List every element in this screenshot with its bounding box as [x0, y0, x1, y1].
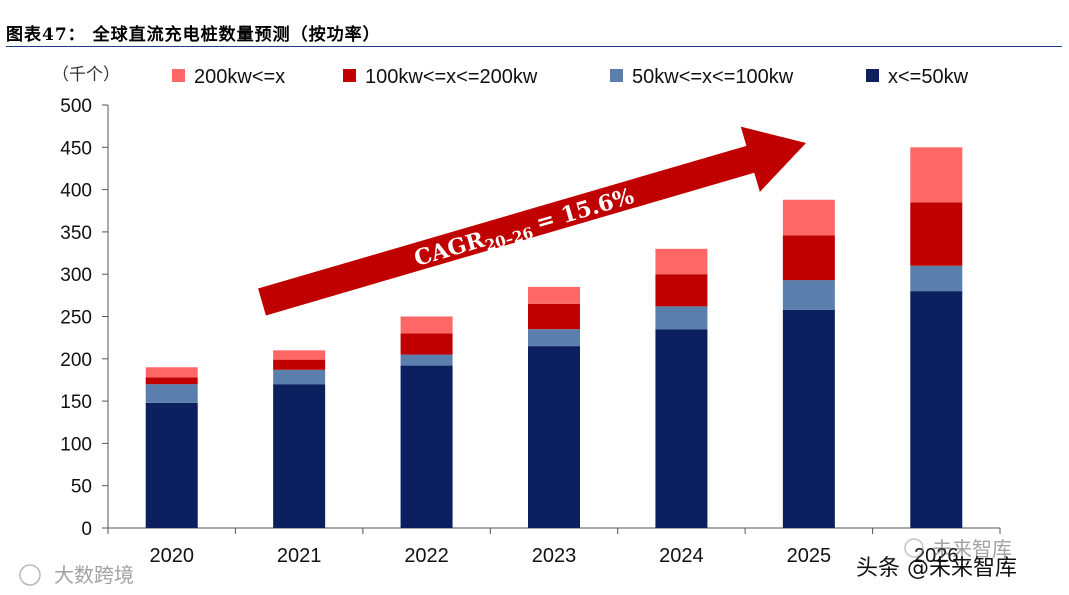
chart-title: 图表47： 全球直流充电桩数量预测（按功率） — [6, 25, 381, 45]
bar-2024-200kw<=x — [655, 248, 708, 275]
bar-2020-200kw<=x — [145, 367, 198, 378]
axes: 0 50 100 150 200 250 300 350 400 450 500 — [60, 96, 1001, 540]
legend-label-100kw<=x<=200kw: 100kw<=x<=200kw — [365, 66, 538, 88]
bar-2020-100kw<=x<=200kw — [145, 377, 198, 385]
x-tick-label-2026: 2026 — [914, 545, 959, 567]
bar-2026-x<=50kw — [910, 291, 963, 528]
bar-2021-50kw<=x<=100kw — [273, 369, 326, 385]
bar-2023-x<=50kw — [528, 346, 580, 528]
bar-2025-200kw<=x — [782, 199, 835, 236]
legend-swatch-100kw<=x<=200kw — [343, 69, 356, 82]
watermark-wechat-icon — [904, 538, 924, 558]
x-tick-label-2021: 2021 — [277, 545, 322, 567]
y-tick-label: 100 — [60, 434, 92, 455]
title-rule — [6, 46, 1062, 47]
bar-2021-200kw<=x — [273, 350, 326, 360]
bar-2023-50kw<=x<=100kw — [528, 329, 580, 347]
cagr-label: CAGR20–26= 15.6% — [411, 183, 638, 275]
bar-2023-100kw<=x<=200kw — [528, 303, 580, 330]
y-tick-label: 0 — [81, 519, 92, 540]
y-tick-label: 400 — [60, 181, 92, 202]
y-tick-label: 300 — [60, 265, 92, 286]
y-tick-label: 50 — [71, 477, 92, 498]
y-tick-label: 250 — [60, 308, 92, 329]
legend-swatch-200kw<=x — [172, 69, 185, 82]
legend-swatch-x<=50kw — [866, 69, 879, 82]
bar-2022-50kw<=x<=100kw — [400, 354, 453, 366]
bars — [145, 147, 963, 528]
x-tick-label-2023: 2023 — [532, 545, 577, 567]
bar-2022-100kw<=x<=200kw — [400, 333, 453, 355]
bar-2022-200kw<=x — [400, 316, 453, 334]
y-tick-label: 350 — [60, 223, 92, 244]
bar-2021-x<=50kw — [273, 384, 326, 528]
y-tick-label: 450 — [60, 138, 92, 159]
watermark-right-bottom: 头条 @未来智库 — [856, 556, 1017, 581]
legend-swatch-50kw<=x<=100kw — [610, 69, 623, 82]
bar-2024-x<=50kw — [655, 329, 708, 528]
bar-2024-100kw<=x<=200kw — [655, 274, 708, 307]
y-tick-label: 200 — [60, 350, 92, 371]
watermark-right-top: 未来智库 — [932, 537, 1012, 561]
y-tick-label: 150 — [60, 392, 92, 413]
y-tick-label: 500 — [60, 96, 92, 117]
bar-2026-200kw<=x — [910, 147, 963, 203]
x-tick-labels: 2020 2021 2022 2023 2024 2025 2026 — [149, 545, 958, 567]
x-tick-label-2024: 2024 — [659, 545, 704, 567]
y-unit-label: （千个） — [52, 65, 120, 85]
bar-2024-50kw<=x<=100kw — [655, 306, 708, 330]
bar-2022-x<=50kw — [400, 365, 453, 528]
legend-label-x<=50kw: x<=50kw — [888, 66, 969, 88]
bar-2023-200kw<=x — [528, 286, 580, 304]
x-tick-label-2020: 2020 — [149, 545, 194, 567]
x-tick-label-2025: 2025 — [787, 545, 832, 567]
bar-2025-50kw<=x<=100kw — [782, 280, 835, 310]
bar-2026-50kw<=x<=100kw — [910, 265, 963, 292]
bar-2026-100kw<=x<=200kw — [910, 202, 963, 266]
arrow-body — [258, 126, 806, 316]
bar-2025-100kw<=x<=200kw — [782, 235, 835, 281]
bar-2020-50kw<=x<=100kw — [145, 384, 198, 403]
bar-2025-x<=50kw — [782, 309, 835, 528]
watermark-left: 大数跨境 — [54, 563, 134, 587]
legend-label-50kw<=x<=100kw: 50kw<=x<=100kw — [632, 66, 794, 88]
bar-2021-100kw<=x<=200kw — [273, 359, 326, 370]
watermark-logo-icon — [19, 564, 41, 586]
legend: 200kw<=x 100kw<=x<=200kw 50kw<=x<=100kw x<=… — [172, 66, 969, 88]
bar-2020-x<=50kw — [145, 402, 198, 528]
legend-label-200kw<=x: 200kw<=x — [194, 66, 285, 88]
x-tick-label-2022: 2022 — [404, 545, 449, 567]
